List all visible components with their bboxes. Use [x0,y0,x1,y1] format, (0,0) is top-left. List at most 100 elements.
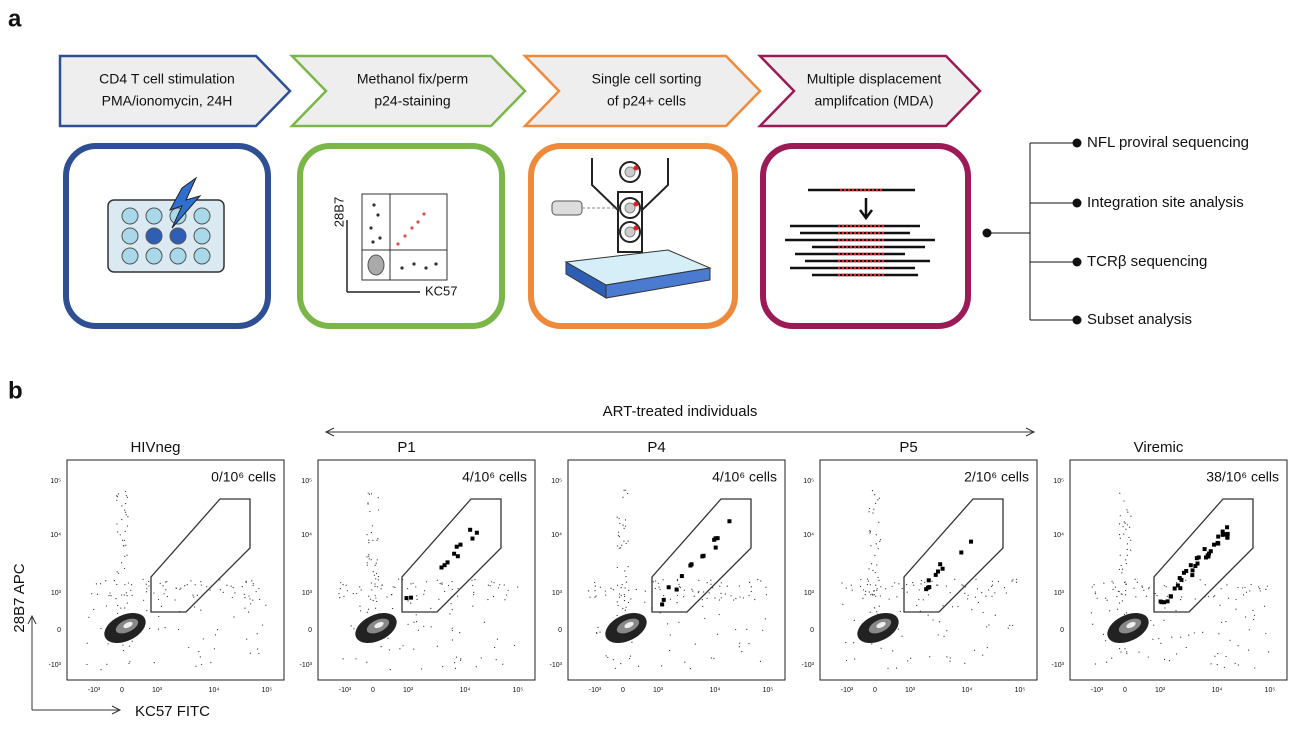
event-dot [1120,538,1121,539]
event-dot [1105,640,1106,641]
event-dot [874,594,875,595]
event-dot [126,555,127,556]
event-dot [846,588,847,589]
event-dot [852,589,853,590]
well-icon [146,228,162,244]
event-dot [630,598,631,599]
event-dot [605,590,606,591]
event-dot [129,661,130,662]
event-dot [1205,584,1206,585]
event-dot [124,584,125,585]
event-dot [380,588,381,589]
event-dot [440,583,441,584]
event-dot [1148,656,1149,657]
event-dot [854,620,855,621]
event-dot [394,587,395,588]
event-dot [707,598,708,599]
group-label: ART-treated individuals [603,403,758,420]
event-dot [91,593,92,594]
event-dot [1176,653,1177,654]
event-dot [1125,523,1126,524]
event-dot [662,579,663,580]
event-dot [902,588,903,589]
event-dot [493,596,494,597]
event-dot [717,634,718,635]
event-dot [166,581,167,582]
positive-event [455,545,459,549]
event-dot [946,630,947,631]
event-dot [381,646,382,647]
event-dot [97,594,98,595]
event-dot [628,566,629,567]
x-tick-label: 0 [873,687,877,694]
event-dot [387,638,388,639]
event-dot [1208,596,1209,597]
event-dot [1126,563,1127,564]
event-dot [359,586,360,587]
event-dot [1171,636,1172,637]
y-tick-label: -10³ [49,662,62,669]
event-dot [957,606,958,607]
event-dot [707,582,708,583]
event-dot [1181,596,1182,597]
event-dot [876,543,877,544]
event-dot [1119,569,1120,570]
event-dot [619,523,620,524]
event-dot [257,648,258,649]
event-dot [622,584,623,585]
event-dot [455,668,456,669]
event-dot [496,659,497,660]
event-dot [253,583,254,584]
positive-event [1216,542,1220,546]
positive-event [660,602,664,606]
event-dot [504,599,505,600]
event-dot [872,490,873,491]
event-dot [1095,591,1096,592]
event-dot [413,648,414,649]
event-dot [441,584,442,585]
event-dot [146,584,147,585]
positive-event [1209,549,1213,553]
event-dot [876,564,877,565]
event-dot [253,585,254,586]
event-dot [1267,585,1268,586]
step-box [300,146,502,326]
event-dot [416,614,417,615]
event-dot [929,656,930,657]
event-dot [946,656,947,657]
event-dot [739,646,740,647]
event-dot [252,599,253,600]
event-dot [517,586,518,587]
event-dot [233,587,234,588]
event-dot [1006,592,1007,593]
event-dot [714,597,715,598]
event-dot [418,630,419,631]
event-dot [983,612,984,613]
event-dot [670,599,671,600]
event-dot [456,657,457,658]
event-dot [441,582,442,583]
event-dot [201,584,202,585]
event-dot [1200,579,1201,580]
event-dot [624,570,625,571]
event-dot [910,658,911,659]
event-dot [160,583,161,584]
x-tick-label: 10⁴ [460,687,471,694]
event-dot [371,589,372,590]
event-dot [606,655,607,656]
plot-title: P4 [647,439,665,456]
event-dot [1126,612,1127,613]
x-tick-label: 10⁴ [209,687,220,694]
positive-event [443,563,447,567]
event-dot [869,591,870,592]
cell-icon [625,167,635,177]
event-dot [167,596,168,597]
event-dot [1119,602,1120,603]
event-dot [1238,664,1239,665]
y-tick-label: 0 [308,627,312,634]
event-dot [967,598,968,599]
event-dot [921,580,922,581]
event-dot [124,509,125,510]
event-dot [116,584,117,585]
event-dot [126,495,127,496]
